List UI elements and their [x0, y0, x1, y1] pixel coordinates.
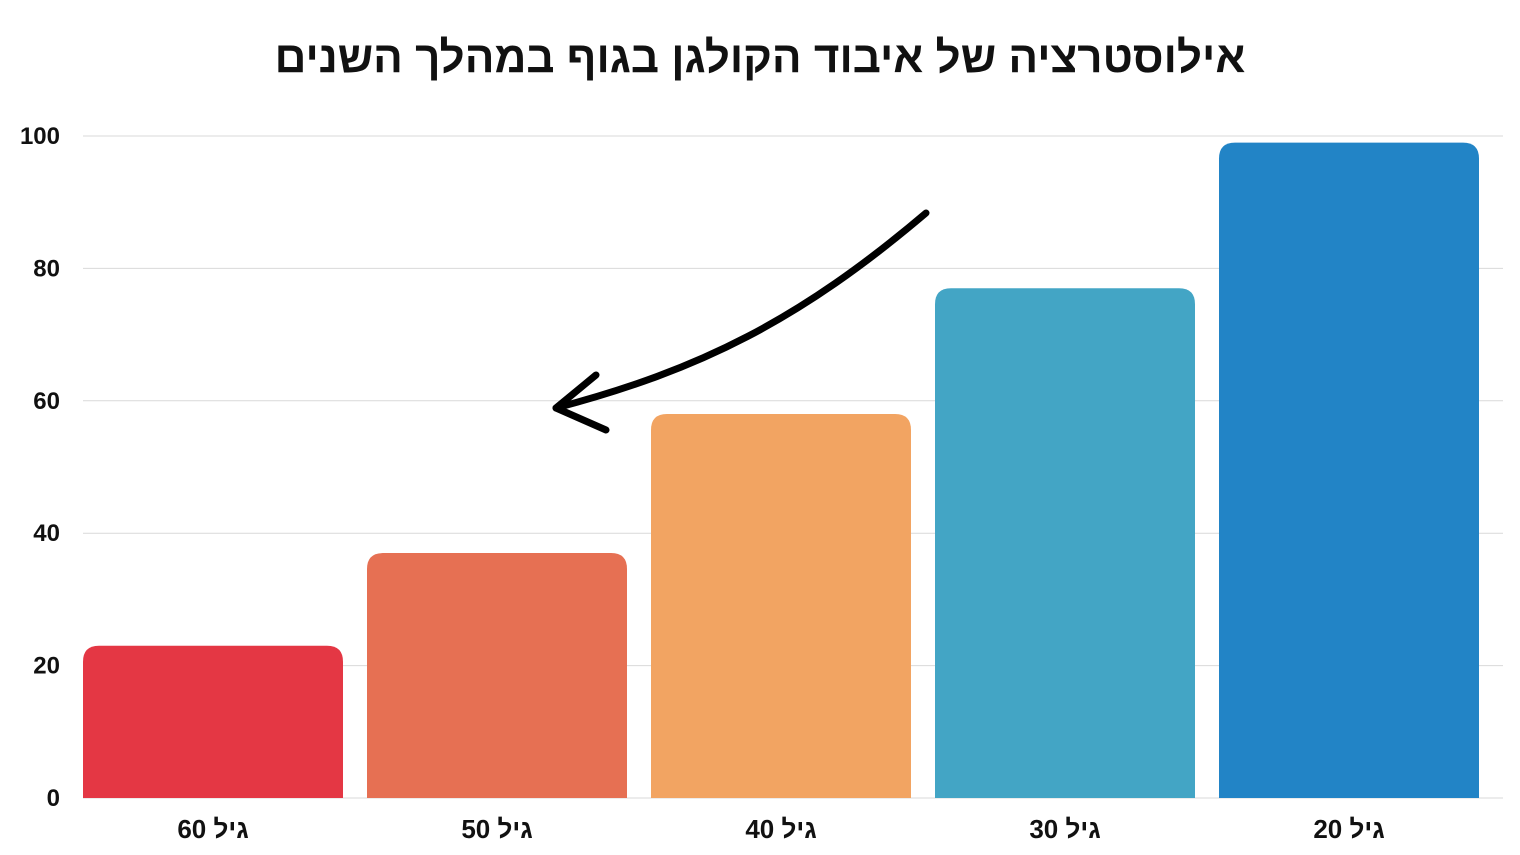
x-category-label: גיל 50: [461, 814, 532, 844]
bars: [83, 142, 1479, 798]
chart-title: אילוסטרציה של איבוד הקולגן בגוף במהלך הש…: [274, 33, 1246, 82]
y-tick-label: 60: [33, 388, 60, 415]
x-category-label: גיל 40: [745, 814, 816, 844]
arrow-head: [552, 371, 610, 434]
y-tick-label: 40: [33, 520, 60, 547]
x-category-label: גיל 30: [1029, 814, 1100, 844]
bar: [367, 553, 627, 798]
bar: [1219, 142, 1479, 798]
bar: [83, 645, 343, 798]
bar: [935, 288, 1195, 798]
y-tick-label: 20: [33, 653, 60, 680]
x-category-label: גיל 20: [1313, 814, 1384, 844]
bar: [651, 414, 911, 798]
y-tick-label: 0: [47, 785, 60, 812]
x-axis-labels: גיל 60 גיל 50 גיל 40 גיל 30 גיל 20: [177, 814, 1384, 844]
y-tick-label: 80: [33, 255, 60, 282]
x-category-label: גיל 60: [177, 814, 248, 844]
y-tick-label: 100: [20, 123, 60, 150]
annotation-arrow: [552, 209, 930, 434]
y-axis-ticks: 0 20 40 60 80 100: [20, 123, 60, 812]
arrow-curve: [552, 209, 930, 412]
